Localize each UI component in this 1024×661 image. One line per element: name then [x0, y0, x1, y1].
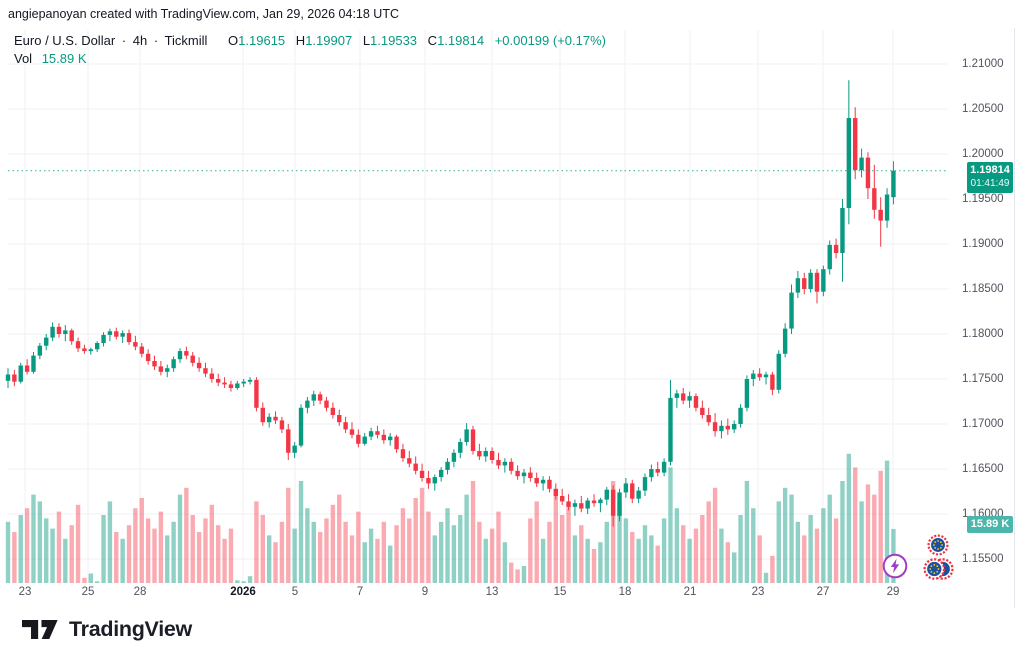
tradingview-logo-text: TradingView — [69, 617, 192, 641]
low-label: L — [362, 33, 371, 48]
time-axis-label: 13 — [485, 586, 499, 598]
last-price-value: 1.19814 — [970, 164, 1010, 176]
price-axis-label: 1.19000 — [962, 238, 1004, 250]
time-axis-label: 18 — [618, 586, 632, 598]
price-axis-label: 1.20000 — [962, 148, 1004, 160]
eu-flag-double-event-icon[interactable] — [923, 557, 955, 586]
price-axis-label: 1.18500 — [962, 283, 1004, 295]
time-axis-label: 5 — [291, 586, 299, 598]
time-axis-label: 29 — [886, 586, 900, 598]
symbol-legend: Euro / U.S. Dollar · 4h · Tickmill O1.19… — [14, 33, 606, 48]
low-value: 1.19533 — [370, 33, 418, 48]
lightning-event-icon[interactable] — [882, 553, 908, 584]
ohlc-values: O1.19615 H1.19907 L1.19533 C1.19814 +0.0… — [221, 33, 606, 48]
time-axis-label: 23 — [18, 586, 32, 598]
price-axis-label: 1.16500 — [962, 463, 1004, 475]
price-axis-label: 1.17500 — [962, 373, 1004, 385]
time-axis-label: 7 — [356, 586, 364, 598]
price-axis-label: 1.18000 — [962, 328, 1004, 340]
change-value: +0.00199 (+0.17%) — [494, 33, 606, 48]
bar-countdown: 01:41:49 — [970, 178, 1010, 189]
tradingview-logo[interactable]: TradingView — [22, 617, 192, 642]
legend-separator: · — [153, 33, 159, 48]
close-value: 1.19814 — [437, 33, 485, 48]
volume-legend: Vol 15.89 K — [14, 51, 87, 66]
high-value: 1.19907 — [305, 33, 353, 48]
time-axis-label: 21 — [683, 586, 697, 598]
price-axis-label: 1.19500 — [962, 193, 1004, 205]
time-axis-label: 25 — [81, 586, 95, 598]
time-axis-label: 28 — [133, 586, 147, 598]
attribution-text: angiepanoyan created with TradingView.co… — [8, 7, 399, 21]
volume-badge: 15.89 K — [967, 516, 1013, 533]
symbol-name: Euro / U.S. Dollar — [14, 33, 116, 48]
tradingview-logo-mark — [22, 620, 58, 639]
legend-separator: · — [121, 33, 127, 48]
high-label: H — [295, 33, 306, 48]
price-axis-label: 1.17000 — [962, 418, 1004, 430]
open-label: O — [228, 33, 239, 48]
broker-label: Tickmill — [164, 33, 208, 48]
time-axis-label: 23 — [751, 586, 765, 598]
time-axis-label: 2026 — [230, 586, 256, 598]
price-axis-label: 1.15500 — [962, 553, 1004, 565]
chart-right-border — [1014, 28, 1015, 608]
time-axis-label: 15 — [553, 586, 567, 598]
last-price-badge: 1.19814 01:41:49 — [967, 162, 1013, 193]
close-label: C — [427, 33, 438, 48]
eu-flag-event-icon[interactable] — [927, 534, 949, 561]
price-axis-label: 1.20500 — [962, 103, 1004, 115]
vol-value: 15.89 K — [41, 51, 87, 66]
open-value: 1.19615 — [238, 33, 286, 48]
vol-label: Vol — [14, 51, 33, 66]
time-axis-label: 9 — [421, 586, 429, 598]
price-axis-label: 1.21000 — [962, 58, 1004, 70]
time-axis-label: 27 — [816, 586, 830, 598]
interval-label: 4h — [132, 33, 148, 48]
